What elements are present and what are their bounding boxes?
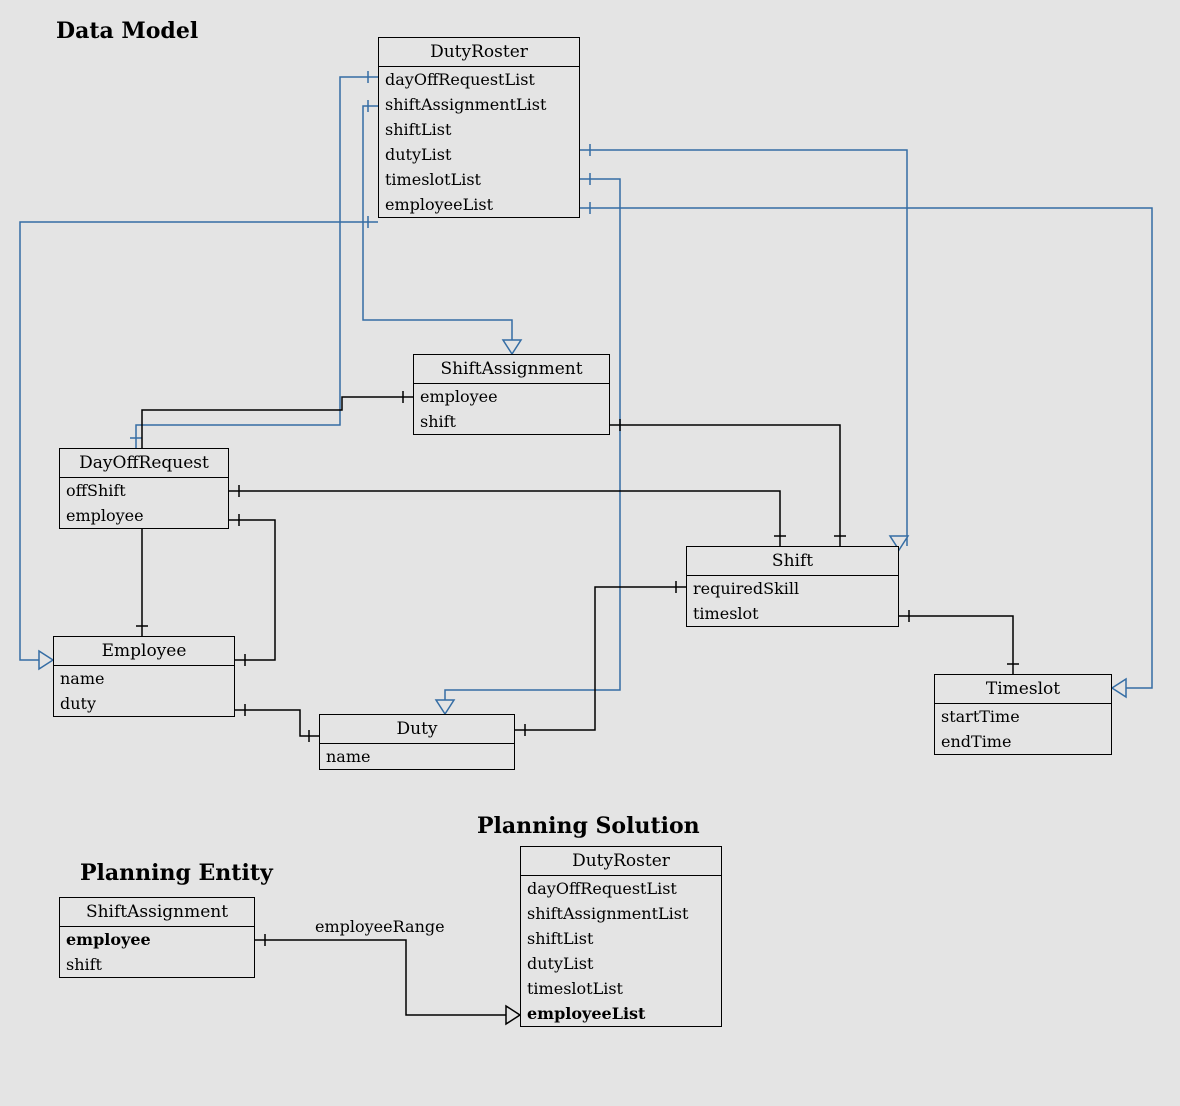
class-title: DutyRoster [521, 847, 721, 876]
class-attr: dayOffRequestList [521, 876, 721, 901]
class-attr: requiredSkill [687, 576, 898, 601]
class-attr: shiftList [379, 117, 579, 142]
class-attr: dutyList [521, 951, 721, 976]
class-attr: employee [60, 927, 254, 952]
class-title: ShiftAssignment [414, 355, 609, 384]
class-shift: ShiftrequiredSkilltimeslot [686, 546, 899, 627]
class-attr: dutyList [379, 142, 579, 167]
class-attr: name [320, 744, 514, 769]
class-title: Timeslot [935, 675, 1111, 704]
class-attr: timeslotList [379, 167, 579, 192]
class-attr: employee [60, 503, 228, 528]
class-duty: Dutyname [319, 714, 515, 770]
class-day-off-request: DayOffRequestoffShiftemployee [59, 448, 229, 529]
class-attr: employee [414, 384, 609, 409]
class-title: DayOffRequest [60, 449, 228, 478]
class-attr: timeslot [687, 601, 898, 626]
section-title-planning-solution: Planning Solution [477, 813, 700, 839]
class-title: Shift [687, 547, 898, 576]
class-attr: employeeList [379, 192, 579, 217]
class-title: ShiftAssignment [60, 898, 254, 927]
class-duty-roster: DutyRosterdayOffRequestListshiftAssignme… [378, 37, 580, 218]
class-title: Employee [54, 637, 234, 666]
class-employee: Employeenameduty [53, 636, 235, 717]
class-shift-assignment: ShiftAssignmentemployeeshift [413, 354, 610, 435]
class-pe-shift-assignment: ShiftAssignmentemployeeshift [59, 897, 255, 978]
class-attr: shiftList [521, 926, 721, 951]
class-attr: name [54, 666, 234, 691]
class-attr: dayOffRequestList [379, 67, 579, 92]
class-attr: shiftAssignmentList [379, 92, 579, 117]
class-attr: startTime [935, 704, 1111, 729]
class-title: Duty [320, 715, 514, 744]
section-title-planning-entity: Planning Entity [80, 860, 273, 886]
class-attr: shift [414, 409, 609, 434]
class-title: DutyRoster [379, 38, 579, 67]
class-attr: shift [60, 952, 254, 977]
edge-label-employee-range: employeeRange [315, 917, 445, 936]
class-timeslot: TimeslotstartTimeendTime [934, 674, 1112, 755]
section-title-data-model: Data Model [56, 18, 198, 44]
class-attr: offShift [60, 478, 228, 503]
class-attr: endTime [935, 729, 1111, 754]
class-attr: timeslotList [521, 976, 721, 1001]
class-attr: shiftAssignmentList [521, 901, 721, 926]
class-ps-duty-roster: DutyRosterdayOffRequestListshiftAssignme… [520, 846, 722, 1027]
class-attr: duty [54, 691, 234, 716]
class-attr: employeeList [521, 1001, 721, 1026]
